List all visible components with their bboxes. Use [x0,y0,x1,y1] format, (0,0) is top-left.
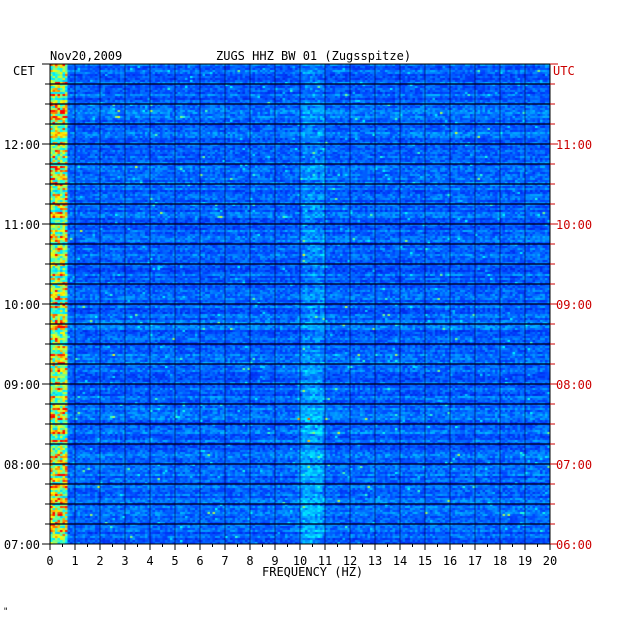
x-tick-label: 7 [221,554,229,568]
x-tick-label: 0 [46,554,54,568]
x-tick-label: 17 [467,554,483,568]
utc-tick-label: 11:00 [556,138,593,152]
cet-axis-label: CET [13,64,35,78]
x-tick-label: 11 [317,554,333,568]
x-tick-label: 19 [517,554,533,568]
x-tick-label: 15 [417,554,433,568]
date-label: Nov20,2009 [50,49,123,63]
x-tick-label: 3 [121,554,129,568]
cet-tick-label: 08:00 [3,458,40,472]
x-tick-label: 13 [367,554,383,568]
utc-axis-label: UTC [553,64,575,78]
x-tick-label: 4 [146,554,154,568]
x-tick-label: 12 [342,554,358,568]
x-tick-label: 5 [171,554,179,568]
utc-tick-label: 06:00 [556,538,593,552]
x-tick-label: 16 [442,554,458,568]
x-tick-label: 10 [292,554,308,568]
footnote-mark: " [3,607,9,617]
x-tick-label: 20 [542,554,558,568]
x-tick-label: 1 [71,554,79,568]
x-tick-label: 6 [196,554,204,568]
x-tick-label: 14 [392,554,408,568]
x-tick-label: 9 [271,554,279,568]
x-tick-label: 18 [492,554,508,568]
utc-tick-label: 10:00 [556,218,593,232]
cet-tick-label: 12:00 [3,138,40,152]
utc-tick-label: 08:00 [556,378,593,392]
x-tick-label: 2 [96,554,104,568]
cet-tick-label: 09:00 [3,378,40,392]
station-title: ZUGS HHZ BW 01 (Zugsspitze) [216,49,412,63]
cet-tick-label: 07:00 [3,538,40,552]
cet-tick-label: 11:00 [3,218,40,232]
x-tick-label: 8 [246,554,254,568]
cet-tick-label: 10:00 [3,298,40,312]
utc-tick-label: 09:00 [556,298,593,312]
x-axis-label: FREQUENCY (HZ) [262,565,364,579]
utc-tick-label: 07:00 [556,458,593,472]
